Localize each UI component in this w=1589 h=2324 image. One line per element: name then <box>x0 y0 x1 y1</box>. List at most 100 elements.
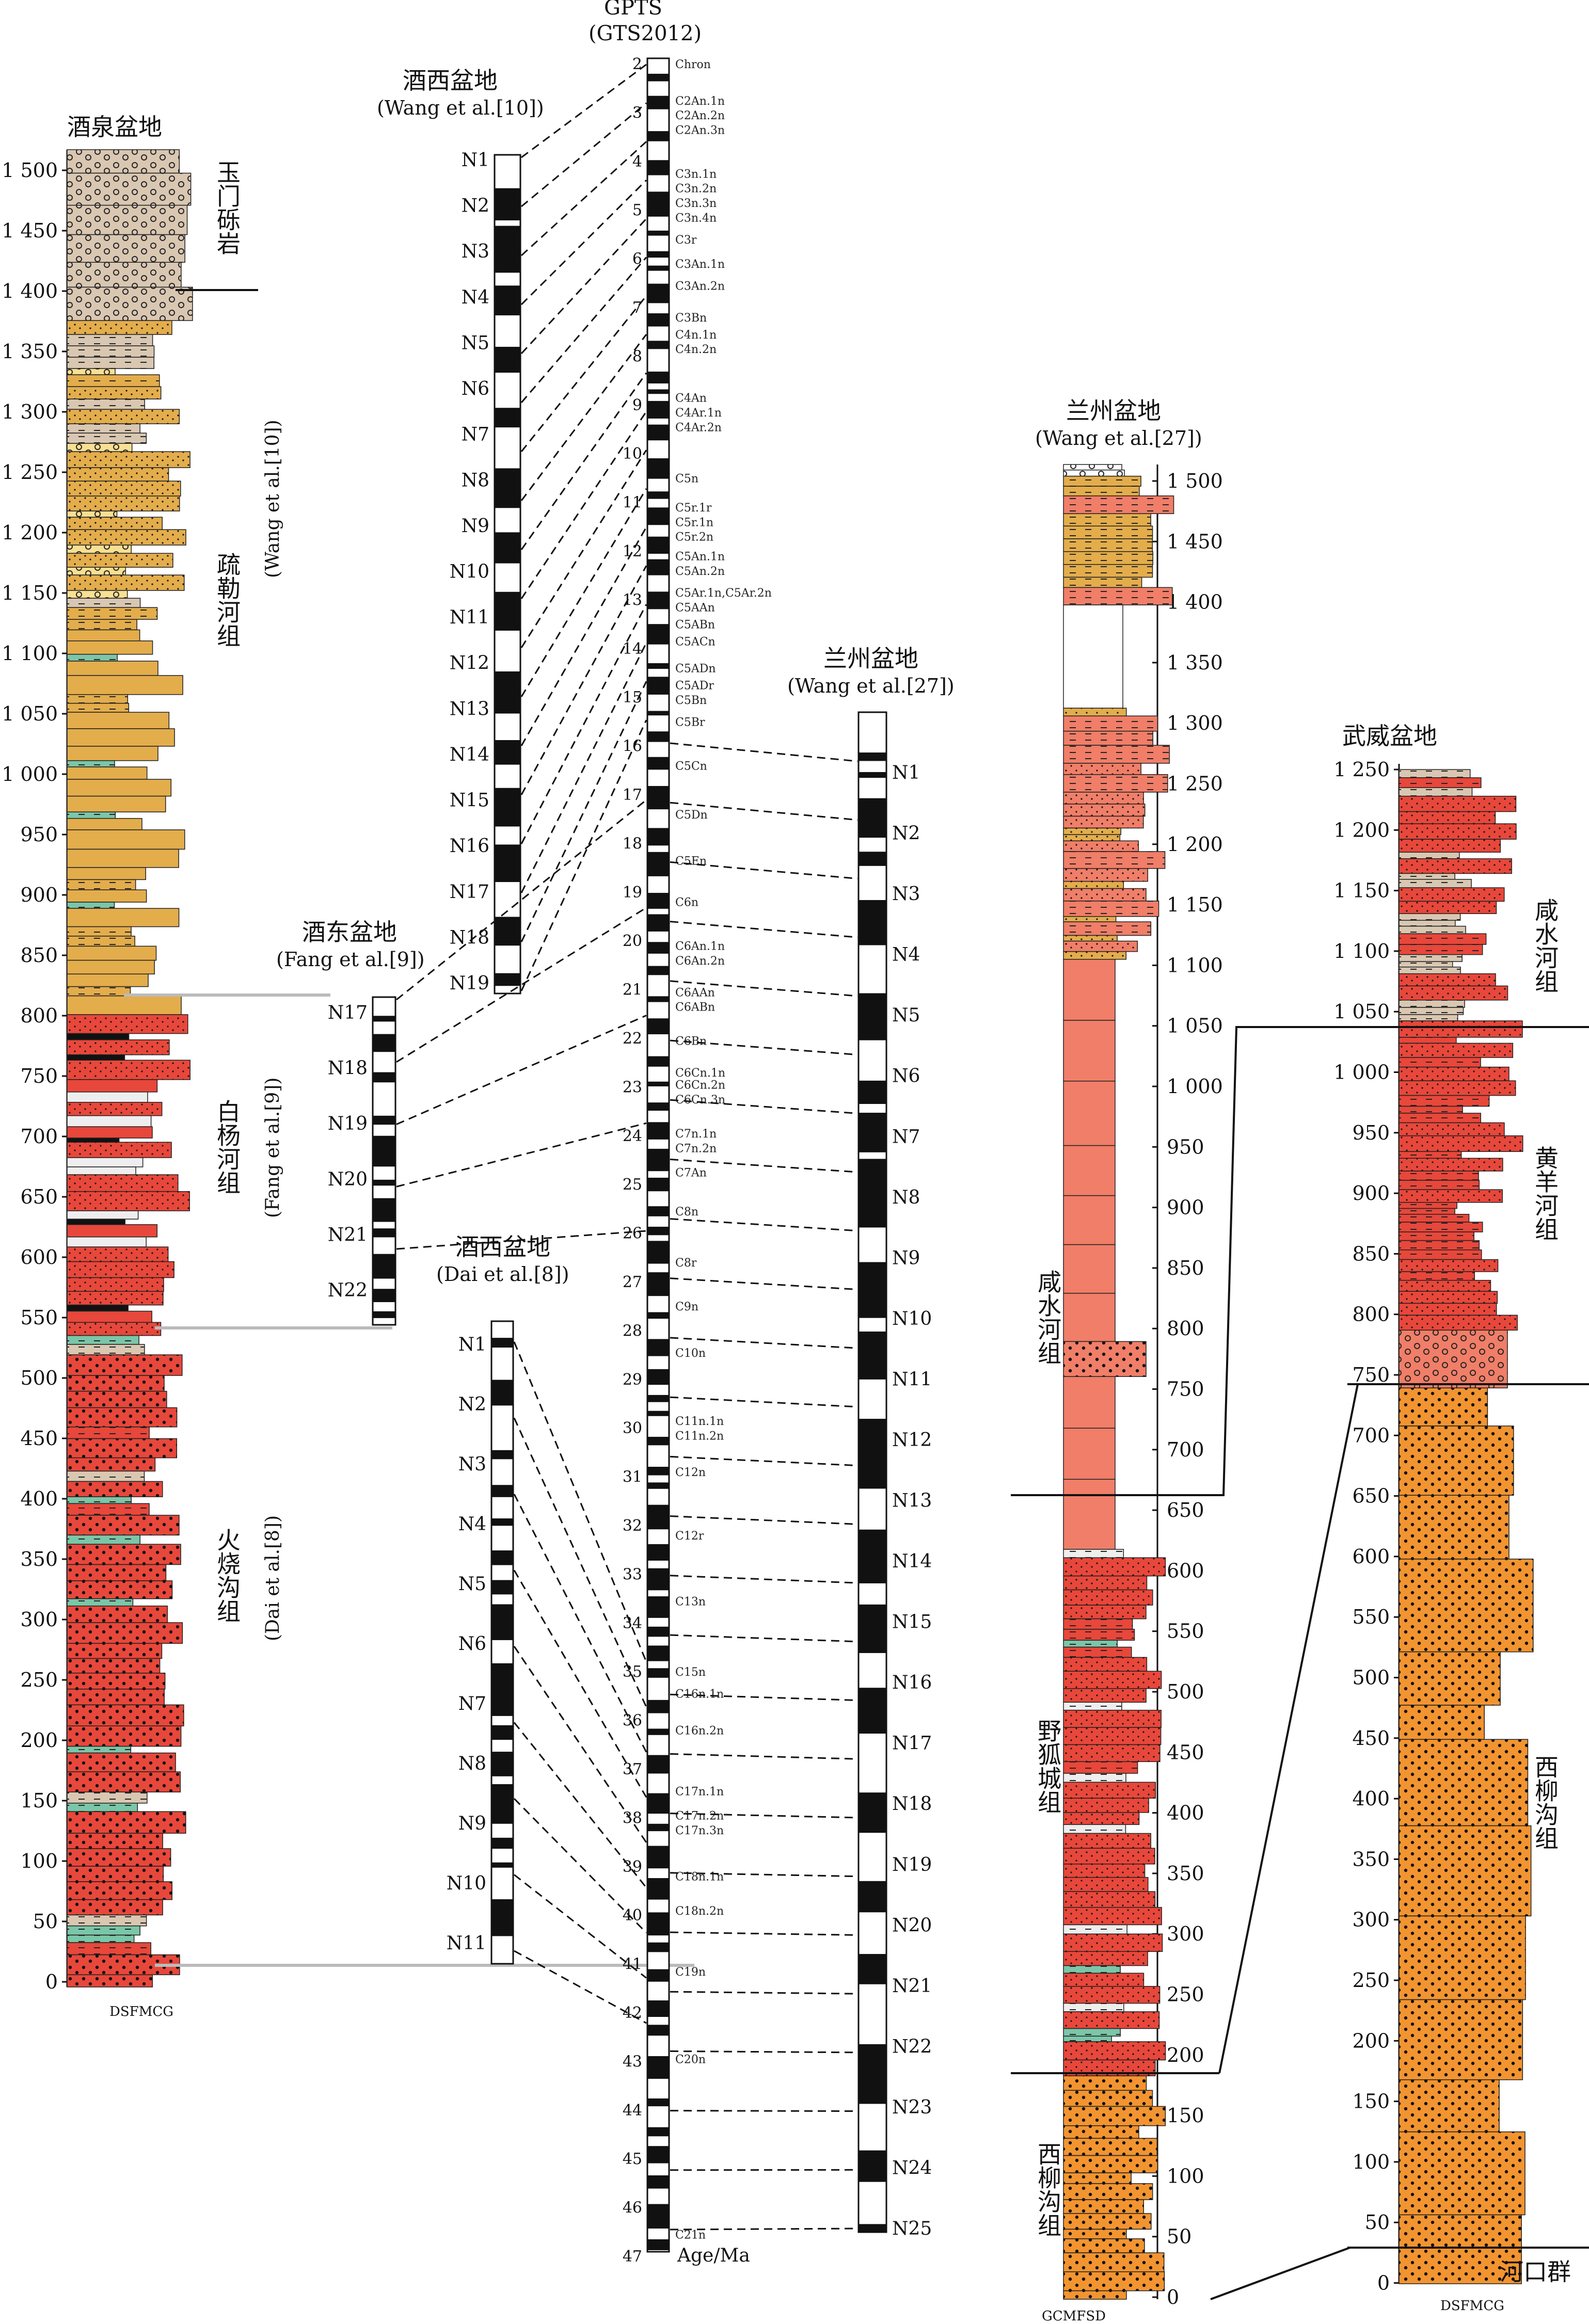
lithology-pattern <box>1399 1180 1480 1190</box>
magnetozone-label: N9 <box>462 516 489 537</box>
normal-polarity-band <box>647 1312 669 1319</box>
lithology-pattern <box>67 1673 165 1689</box>
normal-polarity-band <box>647 1728 669 1735</box>
depth-tick-label: 1 200 <box>1333 819 1390 841</box>
tie-line <box>670 1039 858 1056</box>
depth-tick-label: 250 <box>1167 1983 1204 2006</box>
lithology-pattern <box>1063 868 1148 881</box>
jiuxi-dai-title: 酒西盆地 <box>455 1233 550 1261</box>
normal-polarity-band <box>491 1550 513 1565</box>
normal-polarity-band <box>495 740 520 765</box>
lithology-pattern <box>67 1564 166 1581</box>
lithology-pattern <box>67 575 184 591</box>
lithology-pattern <box>1063 2173 1132 2184</box>
depth-tick-label: 750 <box>1167 1378 1204 1401</box>
normal-polarity-band <box>647 711 669 716</box>
normal-polarity-band <box>647 1645 669 1661</box>
lithology-pattern <box>67 1580 172 1599</box>
magnetozone-label: N11 <box>892 1369 932 1390</box>
normal-polarity-band <box>491 1725 513 1740</box>
depth-tick-label: 1 350 <box>1167 651 1223 674</box>
lithology-bed <box>67 1310 152 1323</box>
normal-polarity-band <box>373 1115 395 1125</box>
gpts-chron-label: C6An.2n <box>675 955 725 968</box>
normal-polarity-band <box>647 458 669 479</box>
jiuxi-dai-polarity <box>491 1338 513 1936</box>
lanzhou-strat-ref: (Wang et al.[27]) <box>1035 427 1202 450</box>
gpts-age-label: 20 <box>623 932 642 950</box>
lithology-pattern <box>1063 1558 1166 1576</box>
lithology-pattern <box>67 1689 165 1705</box>
lithology-bed <box>67 629 140 642</box>
lithology-pattern <box>1063 1798 1149 1813</box>
gpts-age-label: 25 <box>623 1176 642 1194</box>
lithology-bed <box>67 640 153 655</box>
depth-tick-label: 1 050 <box>1167 1015 1223 1037</box>
gpts-age-label: 36 <box>623 1712 642 1730</box>
normal-polarity-band <box>859 1792 886 1833</box>
lithology-pattern <box>1399 1222 1483 1232</box>
lithology-bed <box>1063 1195 1116 1245</box>
magnetozone-label: N5 <box>892 1005 920 1026</box>
gpts-chron-label: C7n.1n <box>675 1128 717 1141</box>
depth-tick-label: 750 <box>20 1065 58 1087</box>
normal-polarity-band <box>647 2098 669 2107</box>
tie-line <box>396 907 647 1063</box>
gpts-age-axis-label: Age/Ma <box>677 2245 750 2266</box>
depth-tick-label: 1 400 <box>2 280 58 302</box>
lithology-pattern <box>67 1344 145 1355</box>
lithology-pattern <box>1399 901 1497 914</box>
normal-polarity-band <box>647 1793 669 1814</box>
normal-polarity-band <box>647 1544 669 1561</box>
lithology-pattern <box>1399 1190 1503 1203</box>
normal-polarity-band <box>491 1380 513 1406</box>
gpts-chron-label: C3n.3n <box>675 197 717 210</box>
jiuxi-dai-group: 酒西盆地 (Dai et al.[8]) N1N2N3N4N5N6N7N8N9N… <box>436 1233 569 1965</box>
normal-polarity-band <box>491 1784 513 1824</box>
lithology-pattern <box>1063 577 1142 588</box>
gpts-chron-label: C5AAn <box>675 602 715 615</box>
gpts-age-label: 44 <box>623 2102 642 2120</box>
tie-line <box>520 295 647 452</box>
lithology-pattern <box>1399 1113 1481 1123</box>
normal-polarity-band <box>647 559 669 575</box>
normal-polarity-band <box>647 852 669 876</box>
lithology-pattern <box>1399 1249 1482 1260</box>
lithology-pattern <box>1063 2041 1166 2060</box>
gpts-chron-label: C6n <box>675 896 698 909</box>
lithology-pattern <box>67 986 131 996</box>
lithology-pattern <box>1399 1000 1465 1008</box>
normal-polarity-band <box>859 993 886 1040</box>
normal-polarity-band <box>647 1969 669 1982</box>
lithology-pattern <box>1063 745 1170 763</box>
normal-polarity-band <box>647 1102 669 1111</box>
depth-tick-label: 1 300 <box>1167 712 1223 734</box>
lithology-pattern <box>1399 961 1453 967</box>
magnetozone-label: N3 <box>892 884 920 905</box>
normal-polarity-band <box>495 468 520 508</box>
tie-line <box>396 1230 647 1250</box>
lithology-pattern <box>1063 1549 1124 1558</box>
normal-polarity-band <box>647 424 669 441</box>
lithology-pattern <box>67 346 154 358</box>
magnetozone-label: N24 <box>892 2157 932 2178</box>
magnetozone-label: N18 <box>328 1058 368 1079</box>
lithology-pattern <box>67 287 193 321</box>
normal-polarity-band <box>647 1272 669 1296</box>
normal-polarity-band <box>859 1419 886 1489</box>
depth-tick-label: 800 <box>20 1004 58 1027</box>
gpts-chron-label: C7An <box>675 1167 707 1180</box>
gpts-chron-label: C20n <box>675 2054 706 2066</box>
tie-line <box>520 642 647 893</box>
jiuquan-grain-scale: DSFMCG <box>109 2004 173 2020</box>
lithology-pattern <box>1399 1999 1523 2080</box>
magnetozone-label: N3 <box>458 1454 486 1475</box>
normal-polarity-band <box>491 1752 513 1776</box>
gpts-chron-label: C6Cn.1n <box>675 1067 725 1080</box>
tie-line <box>670 1396 858 1408</box>
magnetozone-label: N11 <box>450 607 489 628</box>
lithology-pattern <box>1399 1652 1501 1705</box>
gpts-age-label: 10 <box>623 445 642 463</box>
lithology-pattern <box>1063 792 1144 804</box>
